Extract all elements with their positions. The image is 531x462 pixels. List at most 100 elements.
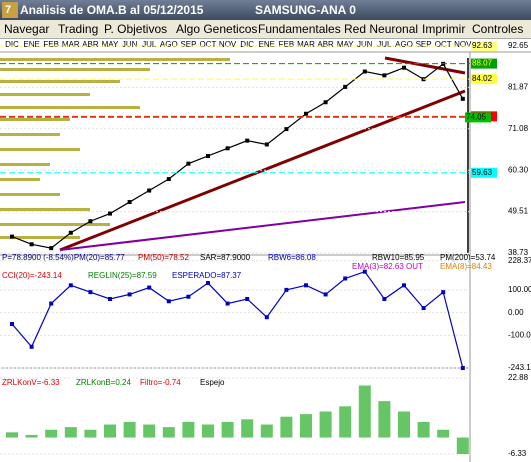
- data-point: [29, 344, 34, 349]
- menu-item[interactable]: P. Objetivos: [104, 22, 168, 36]
- x-tick-label: AGO: [395, 40, 413, 49]
- level-box: [471, 41, 497, 52]
- level-label: 84.02: [472, 74, 493, 83]
- data-point: [166, 299, 171, 304]
- bar: [417, 421, 430, 438]
- data-point: [29, 242, 34, 247]
- data-point: [245, 138, 250, 143]
- data-point: [304, 111, 308, 116]
- indicator-label: ESPERADO=87.37: [172, 271, 242, 280]
- x-tick-label: JUN: [122, 40, 138, 49]
- data-point: [343, 276, 348, 281]
- y-tick-label: 81.87: [508, 82, 529, 91]
- x-tick-label: SEP: [416, 40, 432, 49]
- x-tick-label: MAR: [62, 40, 80, 49]
- bar: [84, 429, 97, 438]
- y-tick-label: -100.00: [508, 331, 531, 340]
- data-point: [68, 283, 73, 288]
- volume-profile: [0, 58, 230, 239]
- bar: [456, 437, 469, 454]
- data-point: [460, 366, 465, 370]
- y-tick-label: 71.08: [508, 124, 529, 133]
- data-point: [323, 100, 328, 105]
- title-bar: 7 Analisis de OMA.B al 05/12/2015 SAMSUN…: [0, 0, 531, 20]
- data-point: [108, 211, 112, 216]
- data-point: [402, 65, 406, 70]
- data-point: [147, 285, 152, 290]
- data-point: [304, 283, 308, 288]
- x-tick-label: AGO: [160, 40, 178, 49]
- trend-line: [384, 56, 466, 75]
- x-tick-label: DIC: [240, 40, 254, 49]
- indicator-label: PM(200)=53.74: [440, 253, 496, 262]
- x-tick-label: DIC: [5, 40, 19, 49]
- y-tick-label: 22.88: [508, 373, 529, 382]
- data-point: [49, 246, 54, 251]
- moving-average: [59, 201, 466, 251]
- data-point: [362, 69, 367, 74]
- indicator-label: RBW10=85.95: [372, 253, 425, 262]
- level-box: [471, 58, 497, 69]
- data-point: [127, 200, 132, 205]
- menu-item[interactable]: Controles: [472, 22, 524, 36]
- x-tick-label: OCT: [435, 40, 452, 49]
- data-point: [206, 153, 210, 158]
- menu-item[interactable]: Red Neuronal: [344, 22, 419, 36]
- indicator-label: CCI(20)=-243.14: [2, 271, 62, 280]
- app-icon: 7: [2, 2, 18, 18]
- bar: [221, 421, 234, 438]
- data-point: [206, 281, 210, 286]
- indicator-label: ZRLKonV=-6.33: [2, 378, 60, 387]
- menu-bar: Navegar Trading P. Objetivos Algo Geneticos…: [0, 20, 531, 39]
- bar: [241, 419, 254, 438]
- bar: [162, 427, 175, 438]
- data-point: [421, 306, 426, 311]
- svg-text:7: 7: [5, 4, 11, 16]
- indicator-label: RBW6=86.08: [268, 253, 316, 262]
- data-point: [225, 301, 230, 306]
- menu-item[interactable]: Navegar: [4, 22, 50, 36]
- bar: [6, 432, 18, 438]
- data-point: [323, 292, 328, 297]
- bar: [280, 416, 293, 438]
- level-label: 88.07: [472, 59, 493, 68]
- x-tick-label: NOV: [454, 40, 472, 49]
- menu-item[interactable]: Fundamentales: [258, 22, 341, 36]
- data-point: [382, 73, 387, 78]
- data-point: [264, 142, 269, 147]
- x-tick-label: JUL: [142, 40, 157, 49]
- menu-item[interactable]: Trading: [58, 22, 99, 36]
- data-point: [402, 283, 406, 288]
- indicator-label: SAR=87.9000: [200, 253, 251, 262]
- data-point: [225, 146, 230, 151]
- indicator-label: PM(50)=78.52: [138, 253, 189, 262]
- menu-item[interactable]: Algo Geneticos: [176, 22, 258, 36]
- menu-item[interactable]: Imprimir: [422, 22, 466, 36]
- data-point: [343, 84, 348, 89]
- data-point: [49, 301, 54, 306]
- level-label: 59.63: [472, 168, 493, 177]
- y-tick-label: -243.14: [508, 363, 531, 372]
- y-tick-label: 49.51: [508, 207, 529, 216]
- data-point: [382, 296, 387, 301]
- window-title: Analisis de OMA.B al 05/12/2015: [20, 3, 204, 17]
- level-box: [471, 74, 497, 85]
- x-tick-label: NOV: [219, 40, 237, 49]
- indicator-label: P=78.8900 (-8.54%)PM(20)=85.77: [2, 253, 125, 262]
- x-tick-label: OCT: [200, 40, 217, 49]
- data-point: [460, 96, 465, 101]
- data-point: [88, 290, 93, 295]
- bar: [25, 434, 38, 438]
- indicator-label: Filtro=-0.74: [140, 378, 181, 387]
- data-point: [88, 219, 93, 224]
- x-tick-label: SEP: [180, 40, 196, 49]
- data-point: [264, 315, 269, 320]
- data-point: [127, 292, 132, 297]
- x-tick-label: FEB: [43, 40, 59, 49]
- bar: [104, 424, 116, 438]
- bar: [45, 429, 58, 438]
- y-tick-label: 100.00: [508, 285, 531, 294]
- data-point: [10, 322, 14, 327]
- bar: [182, 421, 195, 438]
